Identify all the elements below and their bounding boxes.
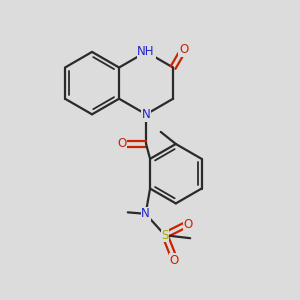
Text: O: O bbox=[118, 137, 127, 151]
Text: N: N bbox=[141, 207, 150, 220]
Text: N: N bbox=[142, 108, 151, 121]
Text: NH: NH bbox=[137, 45, 155, 58]
Text: S: S bbox=[161, 229, 169, 242]
Text: O: O bbox=[169, 254, 178, 267]
Text: O: O bbox=[184, 218, 193, 231]
Text: O: O bbox=[179, 43, 188, 56]
